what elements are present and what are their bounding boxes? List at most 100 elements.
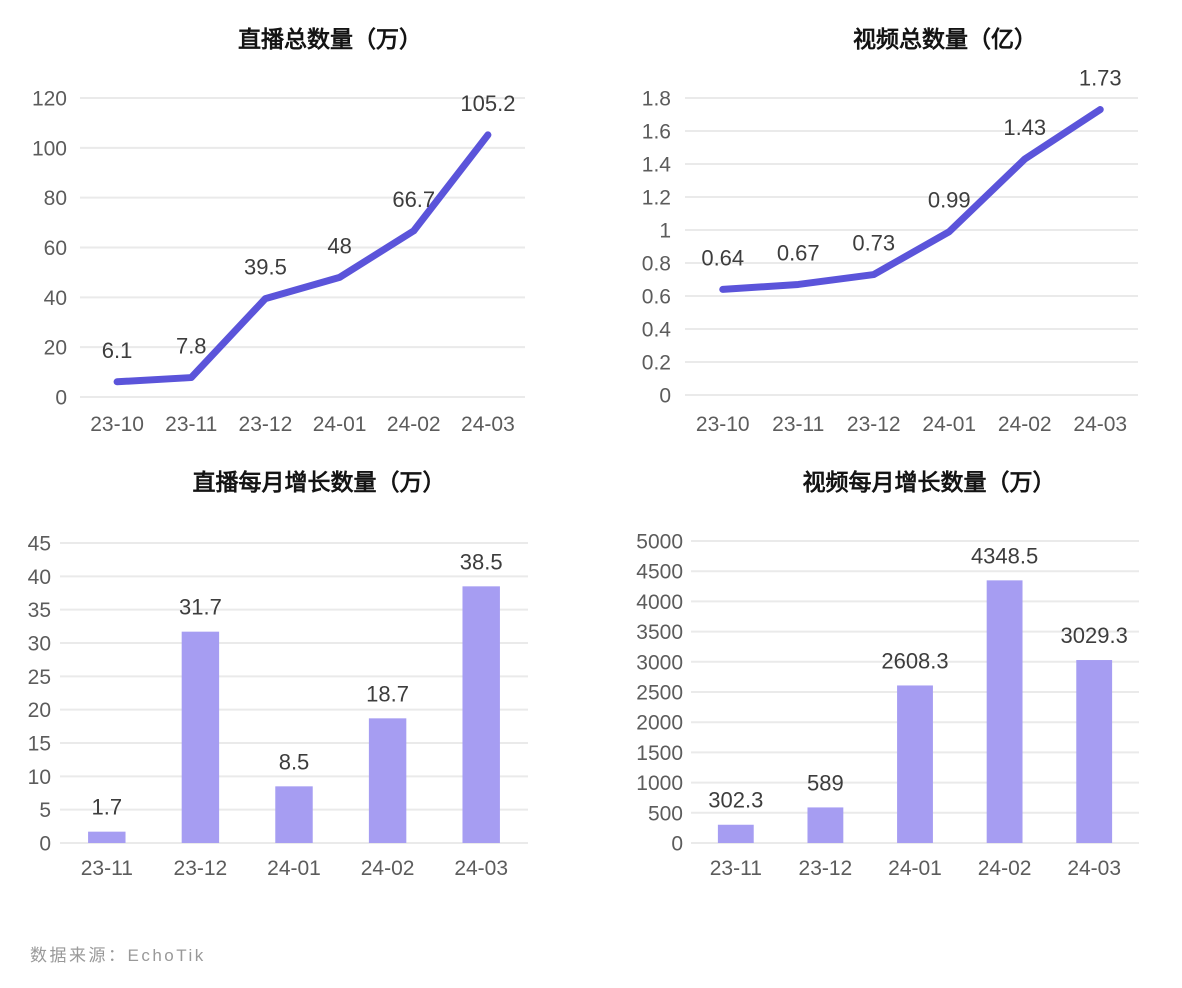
x-tick-label: 24-02	[978, 857, 1032, 880]
y-tick-label: 1.4	[642, 154, 672, 177]
value-label: 1.73	[1079, 66, 1122, 91]
value-label: 8.5	[279, 749, 310, 774]
value-label: 6.1	[102, 338, 133, 363]
y-tick-label: 40	[44, 287, 67, 310]
y-tick-label: 1000	[636, 772, 683, 795]
value-label: 2608.3	[881, 648, 948, 673]
y-tick-label: 5	[39, 799, 51, 822]
value-label: 31.7	[179, 595, 222, 620]
x-tick-label: 24-01	[888, 857, 942, 880]
data-source-note: 数据来源：EchoTik	[30, 946, 206, 965]
y-tick-label: 20	[44, 337, 67, 360]
y-tick-label: 25	[28, 666, 51, 689]
value-label: 302.3	[708, 788, 763, 813]
x-tick-label: 23-12	[174, 857, 228, 880]
bar	[181, 631, 220, 843]
y-tick-label: 0	[55, 387, 67, 410]
value-label: 0.67	[777, 240, 820, 265]
x-tick-label: 23-12	[239, 413, 293, 436]
y-tick-label: 2500	[636, 682, 683, 705]
y-tick-label: 4500	[636, 561, 683, 584]
chart-title-video-monthly-growth: 视频每月增长数量（万）	[802, 469, 1056, 495]
y-tick-label: 1500	[636, 742, 683, 765]
line-series	[719, 106, 1104, 293]
value-label: 105.2	[460, 91, 515, 116]
value-label: 39.5	[244, 255, 287, 280]
value-label: 1.7	[92, 795, 123, 820]
bar	[88, 831, 126, 843]
y-tick-label: 45	[28, 533, 51, 556]
x-tick-label: 23-10	[696, 413, 750, 436]
bar	[462, 586, 500, 843]
y-tick-label: 0.2	[642, 352, 671, 375]
y-tick-label: 0.6	[642, 286, 671, 309]
y-tick-label: 20	[28, 699, 51, 722]
chart-title-live-total: 直播总数量（万）	[238, 26, 422, 52]
y-tick-label: 3000	[636, 651, 683, 674]
y-tick-label: 0	[659, 385, 671, 408]
y-tick-label: 120	[32, 88, 67, 111]
bar	[1076, 660, 1113, 843]
y-tick-label: 1.8	[642, 88, 671, 111]
value-label: 0.99	[928, 188, 971, 213]
value-label: 4348.5	[971, 543, 1038, 568]
y-tick-label: 1	[659, 220, 671, 243]
value-label: 0.73	[852, 231, 895, 256]
y-tick-label: 1.2	[642, 187, 671, 210]
value-label: 48	[327, 233, 351, 258]
y-tick-label: 35	[28, 599, 51, 622]
bar	[717, 824, 754, 843]
y-tick-label: 30	[28, 633, 51, 656]
value-label: 7.8	[176, 334, 207, 359]
bar	[986, 580, 1023, 843]
x-tick-label: 23-11	[772, 413, 824, 436]
chart-title-live-monthly-growth: 直播每月增长数量（万）	[192, 469, 446, 495]
value-label: 1.43	[1003, 115, 1046, 140]
chart-title-video-total: 视频总数量（亿）	[853, 26, 1037, 52]
x-tick-label: 23-10	[90, 413, 144, 436]
x-tick-label: 24-01	[922, 413, 976, 436]
y-tick-label: 3500	[636, 621, 683, 644]
x-tick-label: 24-03	[1073, 413, 1127, 436]
y-tick-label: 0	[39, 833, 51, 856]
bar	[897, 685, 933, 843]
y-tick-label: 0.8	[642, 253, 671, 276]
x-tick-label: 24-02	[387, 413, 441, 436]
x-tick-label: 24-01	[313, 413, 367, 436]
bar	[368, 718, 407, 843]
bar	[807, 807, 844, 843]
y-tick-label: 2000	[636, 712, 683, 735]
y-tick-label: 10	[28, 766, 51, 789]
x-tick-label: 23-12	[847, 413, 901, 436]
y-tick-label: 40	[28, 566, 51, 589]
x-tick-label: 24-03	[454, 857, 508, 880]
x-tick-label: 24-02	[361, 857, 415, 880]
x-tick-label: 23-11	[81, 857, 133, 880]
x-tick-label: 23-11	[165, 413, 217, 436]
y-tick-label: 80	[44, 187, 67, 210]
y-tick-label: 5000	[636, 531, 683, 554]
y-tick-label: 0	[671, 833, 683, 856]
value-label: 3029.3	[1061, 623, 1128, 648]
x-tick-label: 24-01	[267, 857, 321, 880]
value-label: 66.7	[392, 187, 435, 212]
value-label: 0.64	[701, 245, 744, 270]
y-tick-label: 0.4	[642, 319, 672, 342]
y-tick-label: 60	[44, 237, 67, 260]
y-tick-label: 100	[32, 137, 67, 160]
value-label: 589	[807, 770, 844, 795]
x-tick-label: 24-03	[1067, 857, 1121, 880]
x-tick-label: 23-11	[710, 857, 762, 880]
bar	[275, 786, 313, 843]
value-label: 18.7	[366, 681, 409, 706]
x-tick-label: 24-02	[998, 413, 1052, 436]
y-tick-label: 4000	[636, 591, 683, 614]
y-tick-label: 500	[648, 802, 683, 825]
line-series	[113, 131, 492, 386]
value-label: 38.5	[460, 549, 503, 574]
y-tick-label: 15	[28, 733, 51, 756]
x-tick-label: 24-03	[461, 413, 515, 436]
y-tick-label: 1.6	[642, 121, 671, 144]
